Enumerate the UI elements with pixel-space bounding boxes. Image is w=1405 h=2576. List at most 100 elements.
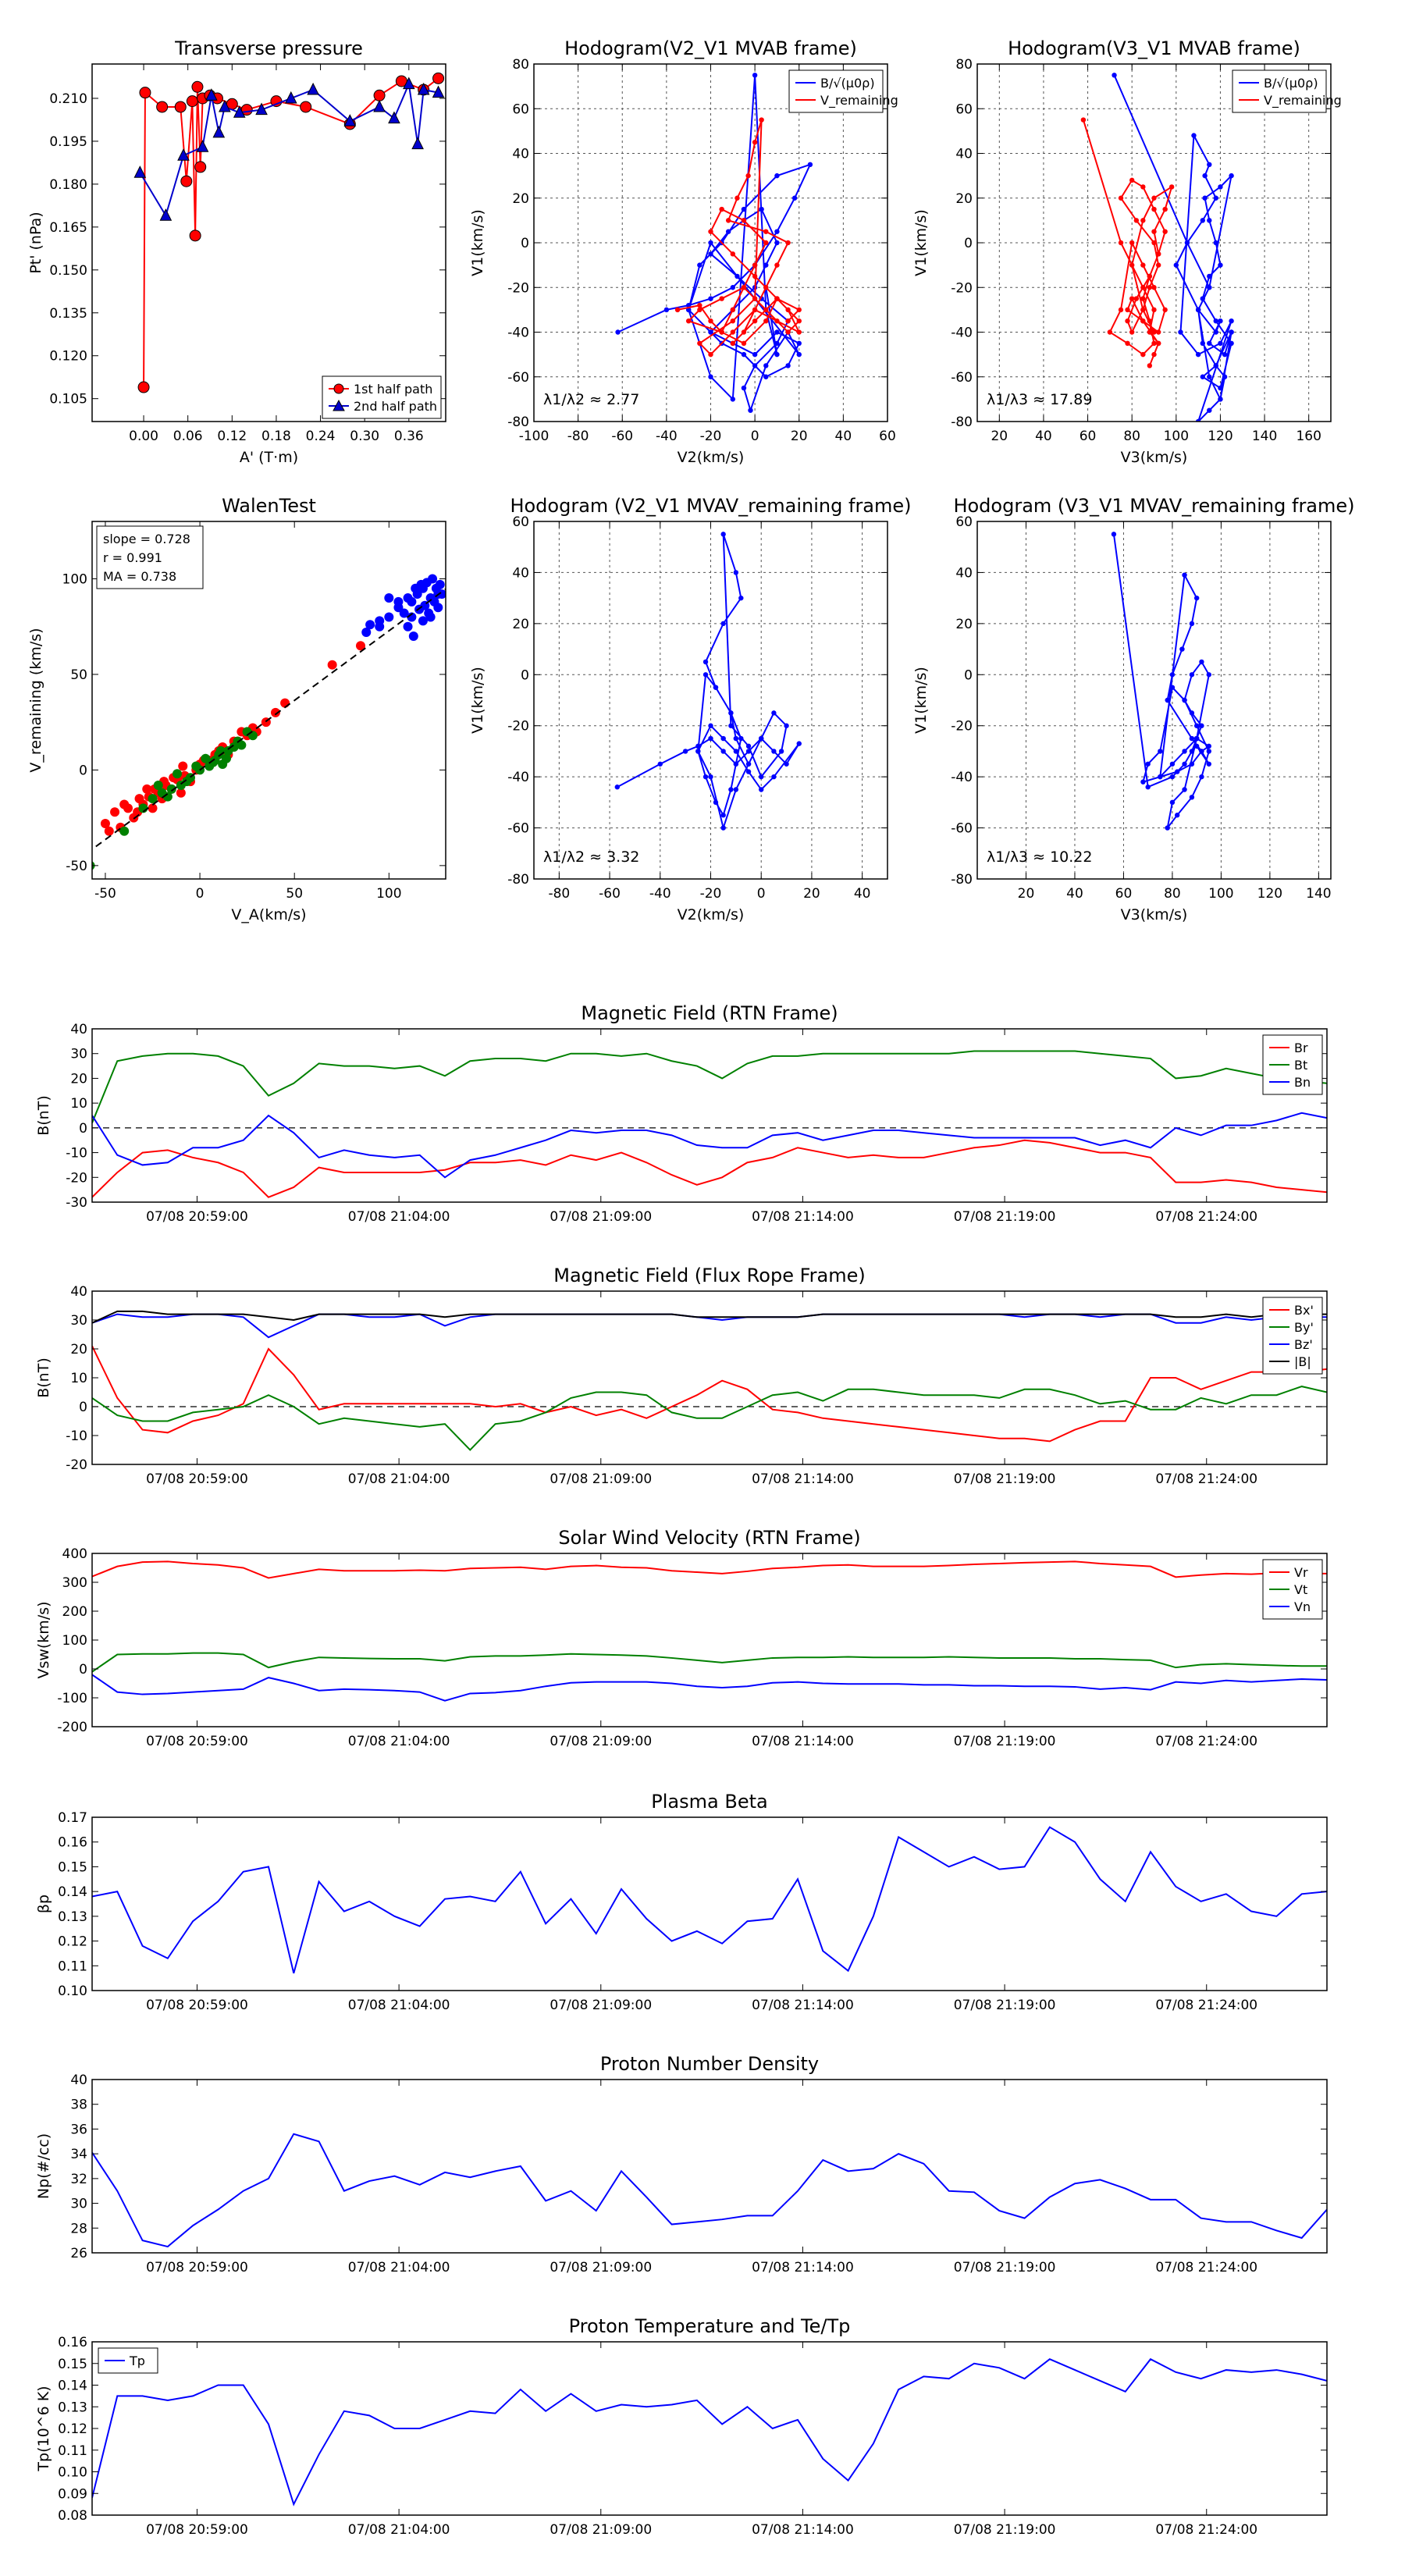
legend-label: Bz' xyxy=(1294,1337,1313,1352)
data-point xyxy=(763,262,769,268)
data-point xyxy=(153,780,163,790)
ratio-annotation: λ1/λ3 ≈ 10.22 xyxy=(987,849,1092,866)
legend-label: V_remaining xyxy=(1264,93,1342,109)
series-line-Bx' xyxy=(92,1345,1327,1443)
data-point xyxy=(1147,363,1153,368)
data-point xyxy=(432,72,445,84)
data-point xyxy=(1200,296,1205,301)
y-tick-label: 0.11 xyxy=(58,2443,87,2459)
data-point xyxy=(1140,318,1146,324)
x-axis-label: V2(km/s) xyxy=(678,449,745,466)
data-point xyxy=(1145,761,1151,767)
data-point xyxy=(1140,285,1146,290)
y-tick-label: 0.16 xyxy=(58,1835,87,1851)
data-point xyxy=(189,229,201,242)
y-tick-label: 0 xyxy=(521,236,529,251)
data-point xyxy=(735,273,740,279)
stats-slope: slope = 0.728 xyxy=(103,532,190,546)
y-tick-label: -60 xyxy=(507,821,529,837)
data-point xyxy=(1151,307,1157,313)
y-tick-label: 50 xyxy=(70,667,87,683)
stats-ma: MA = 0.738 xyxy=(103,569,176,584)
legend-label: 2nd half path xyxy=(354,399,437,414)
data-point xyxy=(763,363,769,368)
y-axis-label: V1(km/s) xyxy=(912,667,930,734)
legend-label: Vt xyxy=(1294,1582,1307,1597)
data-point xyxy=(1174,813,1180,818)
x-tick-label: 0 xyxy=(751,429,759,444)
data-point xyxy=(615,329,621,335)
data-point xyxy=(730,251,736,257)
data-point xyxy=(255,102,268,116)
data-point xyxy=(1169,685,1176,690)
data-point xyxy=(1129,240,1135,246)
series-line-Vn xyxy=(92,1674,1327,1702)
y-tick-label: 60 xyxy=(512,101,529,117)
series-line-1st half path xyxy=(143,77,439,388)
data-point xyxy=(774,262,780,268)
y-axis-label: B(nT) xyxy=(35,1095,52,1136)
y-tick-label: -60 xyxy=(951,370,973,386)
data-point xyxy=(205,88,218,101)
data-point xyxy=(1169,799,1176,806)
data-point xyxy=(752,139,758,145)
x-tick-label: 07/08 21:09:00 xyxy=(550,2522,652,2538)
fit-line xyxy=(92,588,446,851)
data-point xyxy=(300,101,312,113)
data-point xyxy=(763,240,769,246)
data-point xyxy=(697,307,702,313)
legend-label: Vn xyxy=(1294,1599,1311,1614)
x-tick-label: 40 xyxy=(1066,886,1083,902)
legend-box xyxy=(1232,69,1327,113)
y-tick-label: 0.15 xyxy=(58,2357,87,2372)
y-axis-label: V1(km/s) xyxy=(469,209,486,276)
y-tick-label: -60 xyxy=(507,370,529,386)
data-point xyxy=(730,307,736,313)
data-point xyxy=(745,769,752,774)
x-tick-label: 0 xyxy=(196,886,205,902)
data-point xyxy=(393,596,404,607)
data-point xyxy=(403,621,413,632)
plot-area-hodo4 xyxy=(977,521,1331,879)
y-tick-label: 10 xyxy=(70,1096,87,1112)
series-line-|B| xyxy=(92,1310,1327,1324)
data-point xyxy=(1155,329,1161,335)
legend-box xyxy=(788,69,884,113)
y-axis-label: βp xyxy=(35,1895,52,1913)
data-point xyxy=(1168,184,1175,190)
data-point xyxy=(1229,173,1234,179)
data-point xyxy=(1133,296,1140,301)
data-point xyxy=(733,787,739,792)
data-point xyxy=(720,621,726,627)
y-tick-label: 20 xyxy=(70,1342,87,1357)
data-point xyxy=(133,165,147,178)
data-point xyxy=(774,240,780,246)
data-point xyxy=(417,82,430,95)
x-tick-label: 07/08 20:59:00 xyxy=(146,2522,248,2538)
x-tick-label: 0.30 xyxy=(350,429,379,444)
data-point xyxy=(280,698,290,708)
x-tick-label: 07/08 21:09:00 xyxy=(550,1209,652,1225)
y-tick-label: 10 xyxy=(70,1371,87,1386)
y-tick-label: 32 xyxy=(70,2172,87,2187)
y-tick-label: -40 xyxy=(951,770,973,785)
data-point xyxy=(713,799,719,806)
y-tick-label: -20 xyxy=(66,1170,87,1186)
data-point xyxy=(1145,785,1151,790)
y-tick-label: 0.16 xyxy=(58,2335,87,2350)
data-point xyxy=(1151,229,1157,234)
data-point xyxy=(1229,329,1234,335)
x-tick-label: 07/08 20:59:00 xyxy=(146,2260,248,2275)
x-tick-label: 40 xyxy=(1035,429,1052,444)
data-point xyxy=(1218,397,1223,402)
data-point xyxy=(433,603,443,613)
plot-area-hodo3 xyxy=(534,521,887,879)
data-point xyxy=(728,710,734,716)
data-point xyxy=(784,761,789,767)
y-tick-label: -50 xyxy=(66,859,87,874)
data-point xyxy=(748,407,753,413)
data-point xyxy=(708,251,713,257)
y-tick-label: 20 xyxy=(512,617,529,632)
x-axis-label: V2(km/s) xyxy=(678,906,745,923)
y-tick-label: 400 xyxy=(62,1546,87,1562)
